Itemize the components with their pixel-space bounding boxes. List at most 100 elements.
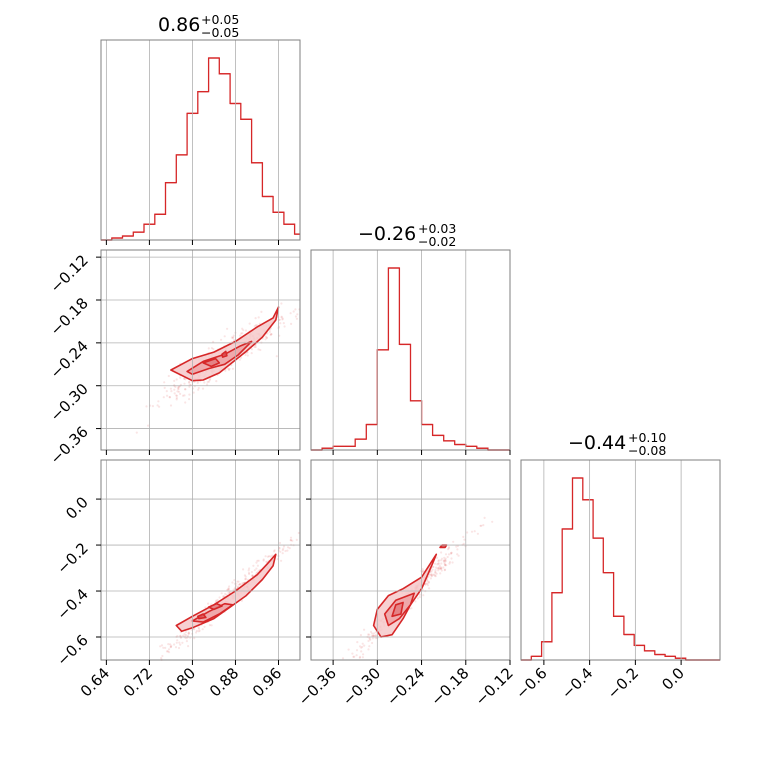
c10-point-157	[163, 386, 166, 389]
c21-point-47	[434, 570, 437, 574]
c10-point-331	[227, 367, 230, 370]
c10-point-243	[294, 308, 297, 311]
c20-point-242	[160, 644, 164, 647]
c21-point-348	[414, 600, 417, 603]
c20-point-274	[257, 559, 260, 562]
c20-point-382	[231, 581, 234, 584]
c20-point-65	[273, 549, 276, 552]
c21-point-350	[439, 572, 442, 575]
c20-point-50	[235, 584, 238, 588]
c20-point-416	[291, 539, 294, 542]
c21-point-69	[427, 580, 430, 584]
c20-point-306	[179, 634, 182, 637]
c21-point-333	[436, 567, 439, 570]
c20-point-354	[232, 588, 235, 591]
c10-point-59	[264, 335, 267, 338]
c20-point-85	[182, 634, 185, 637]
c20-point-379	[268, 555, 271, 558]
c10-point-366	[175, 394, 179, 397]
c21-point-341	[466, 531, 469, 534]
c20-point-206	[198, 629, 201, 632]
c21-point-179	[358, 656, 361, 659]
c20-point-132	[271, 554, 274, 557]
c21-point-403	[371, 634, 374, 638]
c21-point-10	[371, 632, 374, 635]
c20-point-259	[243, 574, 246, 577]
c20-point-286	[215, 599, 218, 602]
c10-point-37	[206, 383, 209, 386]
c20-contour-3	[197, 613, 207, 620]
c21-point-416	[432, 565, 435, 569]
c21-point-68	[442, 566, 445, 569]
c21-point-236	[442, 560, 445, 563]
c21-point-235	[438, 567, 441, 571]
c21-point-305	[361, 656, 364, 659]
c20-point-174	[179, 643, 182, 646]
c20-point-244	[251, 574, 254, 577]
title-param-0: 0.86 +0.05 −0.05	[158, 12, 239, 40]
c21-point-53	[451, 561, 454, 564]
c21-point-28	[437, 560, 440, 563]
c21-point-177	[438, 566, 441, 569]
c21-point-186	[372, 634, 375, 638]
c21-point-42	[434, 569, 437, 572]
c10-point-61	[177, 386, 180, 389]
c21-point-44	[446, 555, 449, 559]
c21-point-122	[363, 644, 366, 647]
c20-point-337	[237, 580, 240, 583]
c10-point-362	[223, 335, 226, 338]
c20-point-25	[227, 591, 230, 594]
c10-point-150	[184, 388, 187, 391]
c20-point-188	[224, 592, 227, 596]
c10-point-179	[279, 322, 282, 325]
c20-contour-2	[207, 602, 223, 611]
c20-point-177	[220, 592, 223, 595]
c20-point-6	[255, 561, 258, 564]
c10-point-198	[230, 336, 233, 339]
c21-point-24	[437, 567, 440, 570]
c21-point-249	[367, 633, 370, 636]
c20-point-105	[289, 536, 293, 539]
c20-point-20	[289, 539, 292, 542]
c21-point-138	[374, 637, 377, 640]
c20-point-353	[216, 598, 219, 602]
c21-point-40	[368, 645, 371, 648]
c21-point-71	[369, 638, 372, 641]
c21-point-406	[443, 556, 446, 559]
c10-point-233	[250, 352, 253, 355]
contour-2-0-ylabel-2: −0.4	[53, 585, 91, 623]
c20-contour-0	[175, 553, 277, 633]
c20-point-415	[222, 595, 225, 598]
c10-point-103	[196, 381, 199, 385]
c21-point-351	[476, 532, 479, 535]
contour-1-0-ylabel-3: −0.30	[47, 380, 92, 425]
c20-point-307	[227, 587, 230, 590]
c10-point-245	[238, 358, 241, 361]
c21-point-30	[427, 581, 430, 584]
c10-point-304	[176, 390, 179, 393]
c10-point-80	[231, 367, 234, 370]
c20-point-394	[173, 643, 176, 646]
c10-point-25	[232, 334, 235, 337]
c21-point-14	[429, 573, 433, 576]
c21-point-165	[462, 535, 465, 539]
c10-point-35	[182, 394, 185, 397]
c10-point-48	[258, 322, 261, 325]
c20-point-369	[264, 555, 267, 558]
contour-1-0-ylabel-4: −0.36	[47, 423, 92, 468]
c10-point-341	[169, 387, 172, 390]
c21-point-91	[455, 545, 458, 548]
hist-panel-2	[521, 477, 720, 661]
c10-point-327	[170, 390, 173, 393]
c20-point-30	[193, 637, 196, 640]
c10-point-372	[212, 340, 215, 343]
contour-2-1-xlabel-0: −0.36	[295, 664, 340, 709]
c20-point-264	[282, 547, 285, 550]
c10-point-209	[257, 348, 260, 351]
c10-point-52	[158, 405, 161, 408]
c20-point-366	[228, 585, 231, 588]
title-1-value: −0.26	[358, 223, 416, 245]
c20-point-71	[244, 575, 247, 578]
c20-point-202	[166, 650, 169, 653]
